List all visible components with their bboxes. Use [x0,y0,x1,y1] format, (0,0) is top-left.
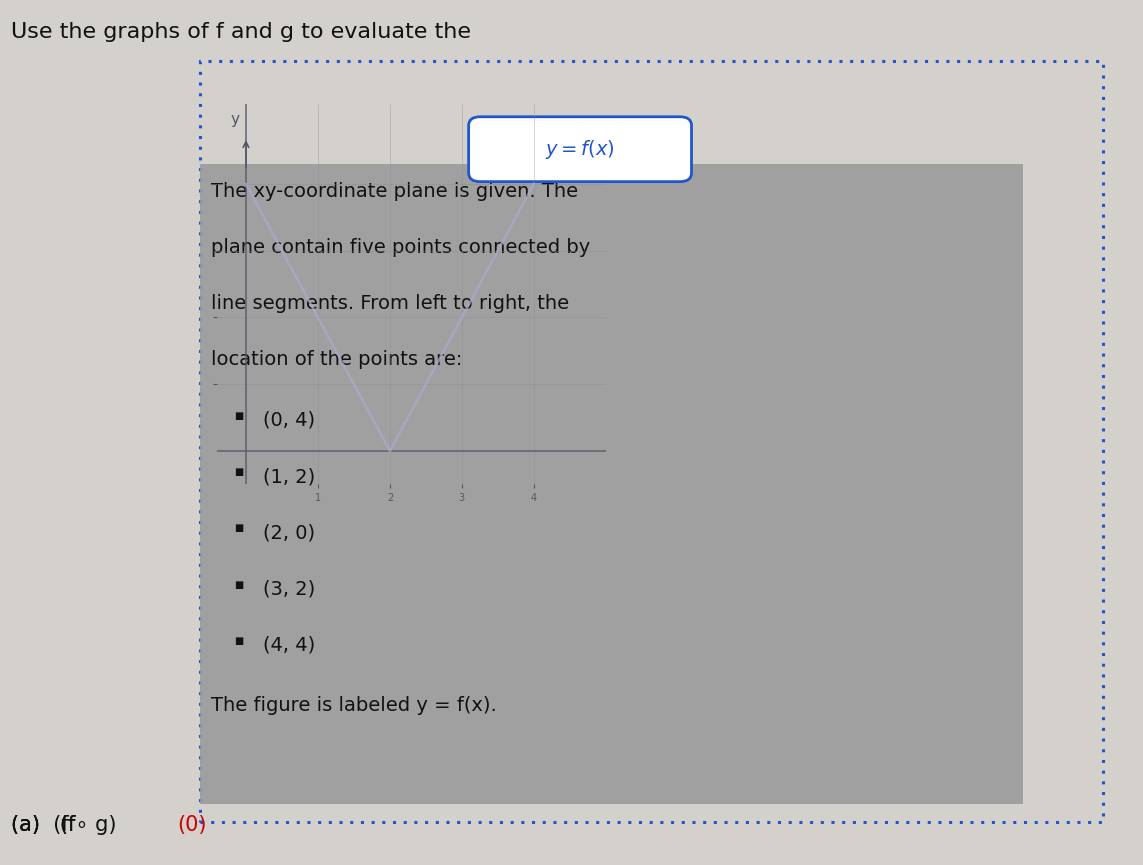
Text: (a)  (f ∘ g): (a) (f ∘ g) [11,815,117,835]
FancyBboxPatch shape [469,117,692,182]
Text: (2, 0): (2, 0) [263,523,315,542]
Text: ■: ■ [234,580,243,590]
Text: y: y [231,112,240,127]
Text: (3, 2): (3, 2) [263,580,315,599]
Bar [200,61,1103,822]
Text: (0): (0) [177,815,207,835]
Text: The figure is labeled y = f(x).: The figure is labeled y = f(x). [211,696,497,715]
Text: (a)   (f: (a) (f [11,815,82,835]
Text: location of the points are:: location of the points are: [211,350,463,369]
Text: line segments. From left to right, the: line segments. From left to right, the [211,294,569,313]
Text: ■: ■ [234,636,243,646]
Text: ■: ■ [234,411,243,421]
Text: plane contain five points connected by: plane contain five points connected by [211,238,591,257]
Text: ■: ■ [234,467,243,477]
Text: (a)   (f: (a) (f [11,815,82,835]
Text: ■: ■ [234,523,243,534]
Text: The xy-coordinate plane is given. The: The xy-coordinate plane is given. The [211,182,578,201]
Text: (4, 4): (4, 4) [263,636,315,655]
Text: (1, 2): (1, 2) [263,467,315,486]
Bar [200,164,1023,804]
Text: $y = f(x)$: $y = f(x)$ [545,138,615,161]
Text: Use the graphs of f and g to evaluate the: Use the graphs of f and g to evaluate th… [11,22,471,42]
Text: (0, 4): (0, 4) [263,411,315,430]
